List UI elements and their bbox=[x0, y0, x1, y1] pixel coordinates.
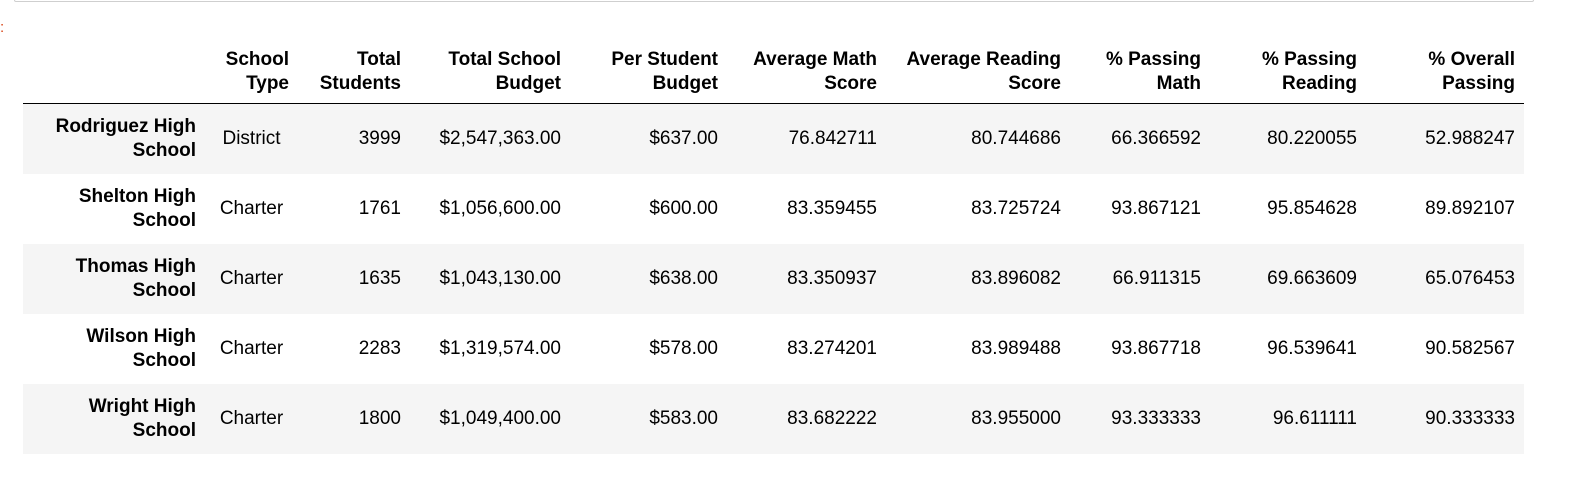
table-header-row: School Type Total Students Total School … bbox=[23, 46, 1524, 104]
per-student-budget-cell: $583.00 bbox=[649, 408, 718, 429]
index-header bbox=[23, 46, 205, 104]
header-pct-overall-passing: % Overall Passing bbox=[1366, 46, 1524, 104]
avg-reading-cell: 83.896082 bbox=[971, 268, 1061, 289]
total-students-cell: 2283 bbox=[358, 338, 401, 359]
total-budget-cell: $1,043,130.00 bbox=[439, 268, 561, 289]
school-summary-table: School Type Total Students Total School … bbox=[23, 46, 1524, 454]
pct-reading-cell: 96.611111 bbox=[1272, 408, 1357, 429]
pct-math-cell: 66.366592 bbox=[1111, 128, 1201, 149]
table-row: Rodriguez High School District 3999 $2,5… bbox=[23, 103, 1524, 174]
total-students-cell: 3999 bbox=[358, 128, 401, 149]
pct-math-cell: 93.867121 bbox=[1111, 198, 1201, 219]
pct-reading-cell: 96.539641 bbox=[1267, 338, 1357, 359]
header-school-type: School Type bbox=[205, 46, 298, 104]
table-row: Shelton High School Charter 1761 $1,056,… bbox=[23, 174, 1524, 244]
avg-reading-cell: 80.744686 bbox=[971, 128, 1061, 149]
school-name-cell: Thomas High School bbox=[75, 256, 196, 301]
avg-reading-cell: 83.955000 bbox=[971, 408, 1061, 429]
avg-math-cell: 83.682222 bbox=[787, 408, 877, 429]
pct-math-cell: 93.867718 bbox=[1111, 338, 1201, 359]
pct-reading-cell: 95.854628 bbox=[1267, 198, 1357, 219]
header-average-reading-score: Average Reading Score bbox=[886, 46, 1070, 104]
table-row: Thomas High School Charter 1635 $1,043,1… bbox=[23, 244, 1524, 314]
avg-reading-cell: 83.725724 bbox=[971, 198, 1061, 219]
school-type-cell: Charter bbox=[219, 198, 284, 219]
pct-reading-cell: 69.663609 bbox=[1267, 268, 1357, 289]
school-type-cell: Charter bbox=[219, 338, 284, 359]
total-budget-cell: $2,547,363.00 bbox=[439, 128, 561, 149]
school-name-cell: Wright High School bbox=[88, 396, 196, 441]
pct-overall-cell: 90.333333 bbox=[1425, 408, 1515, 429]
school-type-cell: District bbox=[222, 128, 281, 149]
pct-overall-cell: 65.076453 bbox=[1425, 268, 1515, 289]
avg-math-cell: 83.359455 bbox=[787, 198, 877, 219]
per-student-budget-cell: $578.00 bbox=[649, 338, 718, 359]
total-budget-cell: $1,056,600.00 bbox=[439, 198, 561, 219]
table-row: Wright High School Charter 1800 $1,049,4… bbox=[23, 384, 1524, 454]
avg-reading-cell: 83.989488 bbox=[971, 338, 1061, 359]
avg-math-cell: 76.842711 bbox=[788, 128, 877, 149]
previous-cell-frame bbox=[14, 0, 1534, 2]
pct-overall-cell: 89.892107 bbox=[1425, 198, 1515, 219]
school-name-cell: Shelton High School bbox=[78, 186, 196, 231]
header-total-school-budget: Total School Budget bbox=[410, 46, 570, 104]
pct-math-cell: 93.333333 bbox=[1111, 408, 1201, 429]
header-pct-passing-reading: % Passing Reading bbox=[1210, 46, 1366, 104]
pct-math-cell: 66.911315 bbox=[1112, 268, 1201, 289]
header-average-math-score: Average Math Score bbox=[727, 46, 886, 104]
per-student-budget-cell: $638.00 bbox=[649, 268, 718, 289]
per-student-budget-cell: $637.00 bbox=[649, 128, 718, 149]
total-budget-cell: $1,049,400.00 bbox=[439, 408, 561, 429]
school-name-cell: Rodriguez High School bbox=[55, 116, 196, 161]
output-prompt-mark: : bbox=[0, 19, 4, 36]
pct-reading-cell: 80.220055 bbox=[1267, 128, 1357, 149]
avg-math-cell: 83.274201 bbox=[787, 338, 877, 359]
header-per-student-budget: Per Student Budget bbox=[570, 46, 727, 104]
header-pct-passing-math: % Passing Math bbox=[1070, 46, 1210, 104]
table-row: Wilson High School Charter 2283 $1,319,5… bbox=[23, 314, 1524, 384]
total-students-cell: 1761 bbox=[358, 198, 401, 219]
total-budget-cell: $1,319,574.00 bbox=[439, 338, 561, 359]
school-type-cell: Charter bbox=[219, 268, 284, 289]
pct-overall-cell: 90.582567 bbox=[1425, 338, 1515, 359]
total-students-cell: 1800 bbox=[358, 408, 401, 429]
header-total-students: Total Students bbox=[298, 46, 410, 104]
school-type-cell: Charter bbox=[219, 408, 284, 429]
total-students-cell: 1635 bbox=[358, 268, 401, 289]
per-student-budget-cell: $600.00 bbox=[649, 198, 718, 219]
pct-overall-cell: 52.988247 bbox=[1425, 128, 1515, 149]
avg-math-cell: 83.350937 bbox=[787, 268, 877, 289]
school-name-cell: Wilson High School bbox=[86, 326, 196, 371]
